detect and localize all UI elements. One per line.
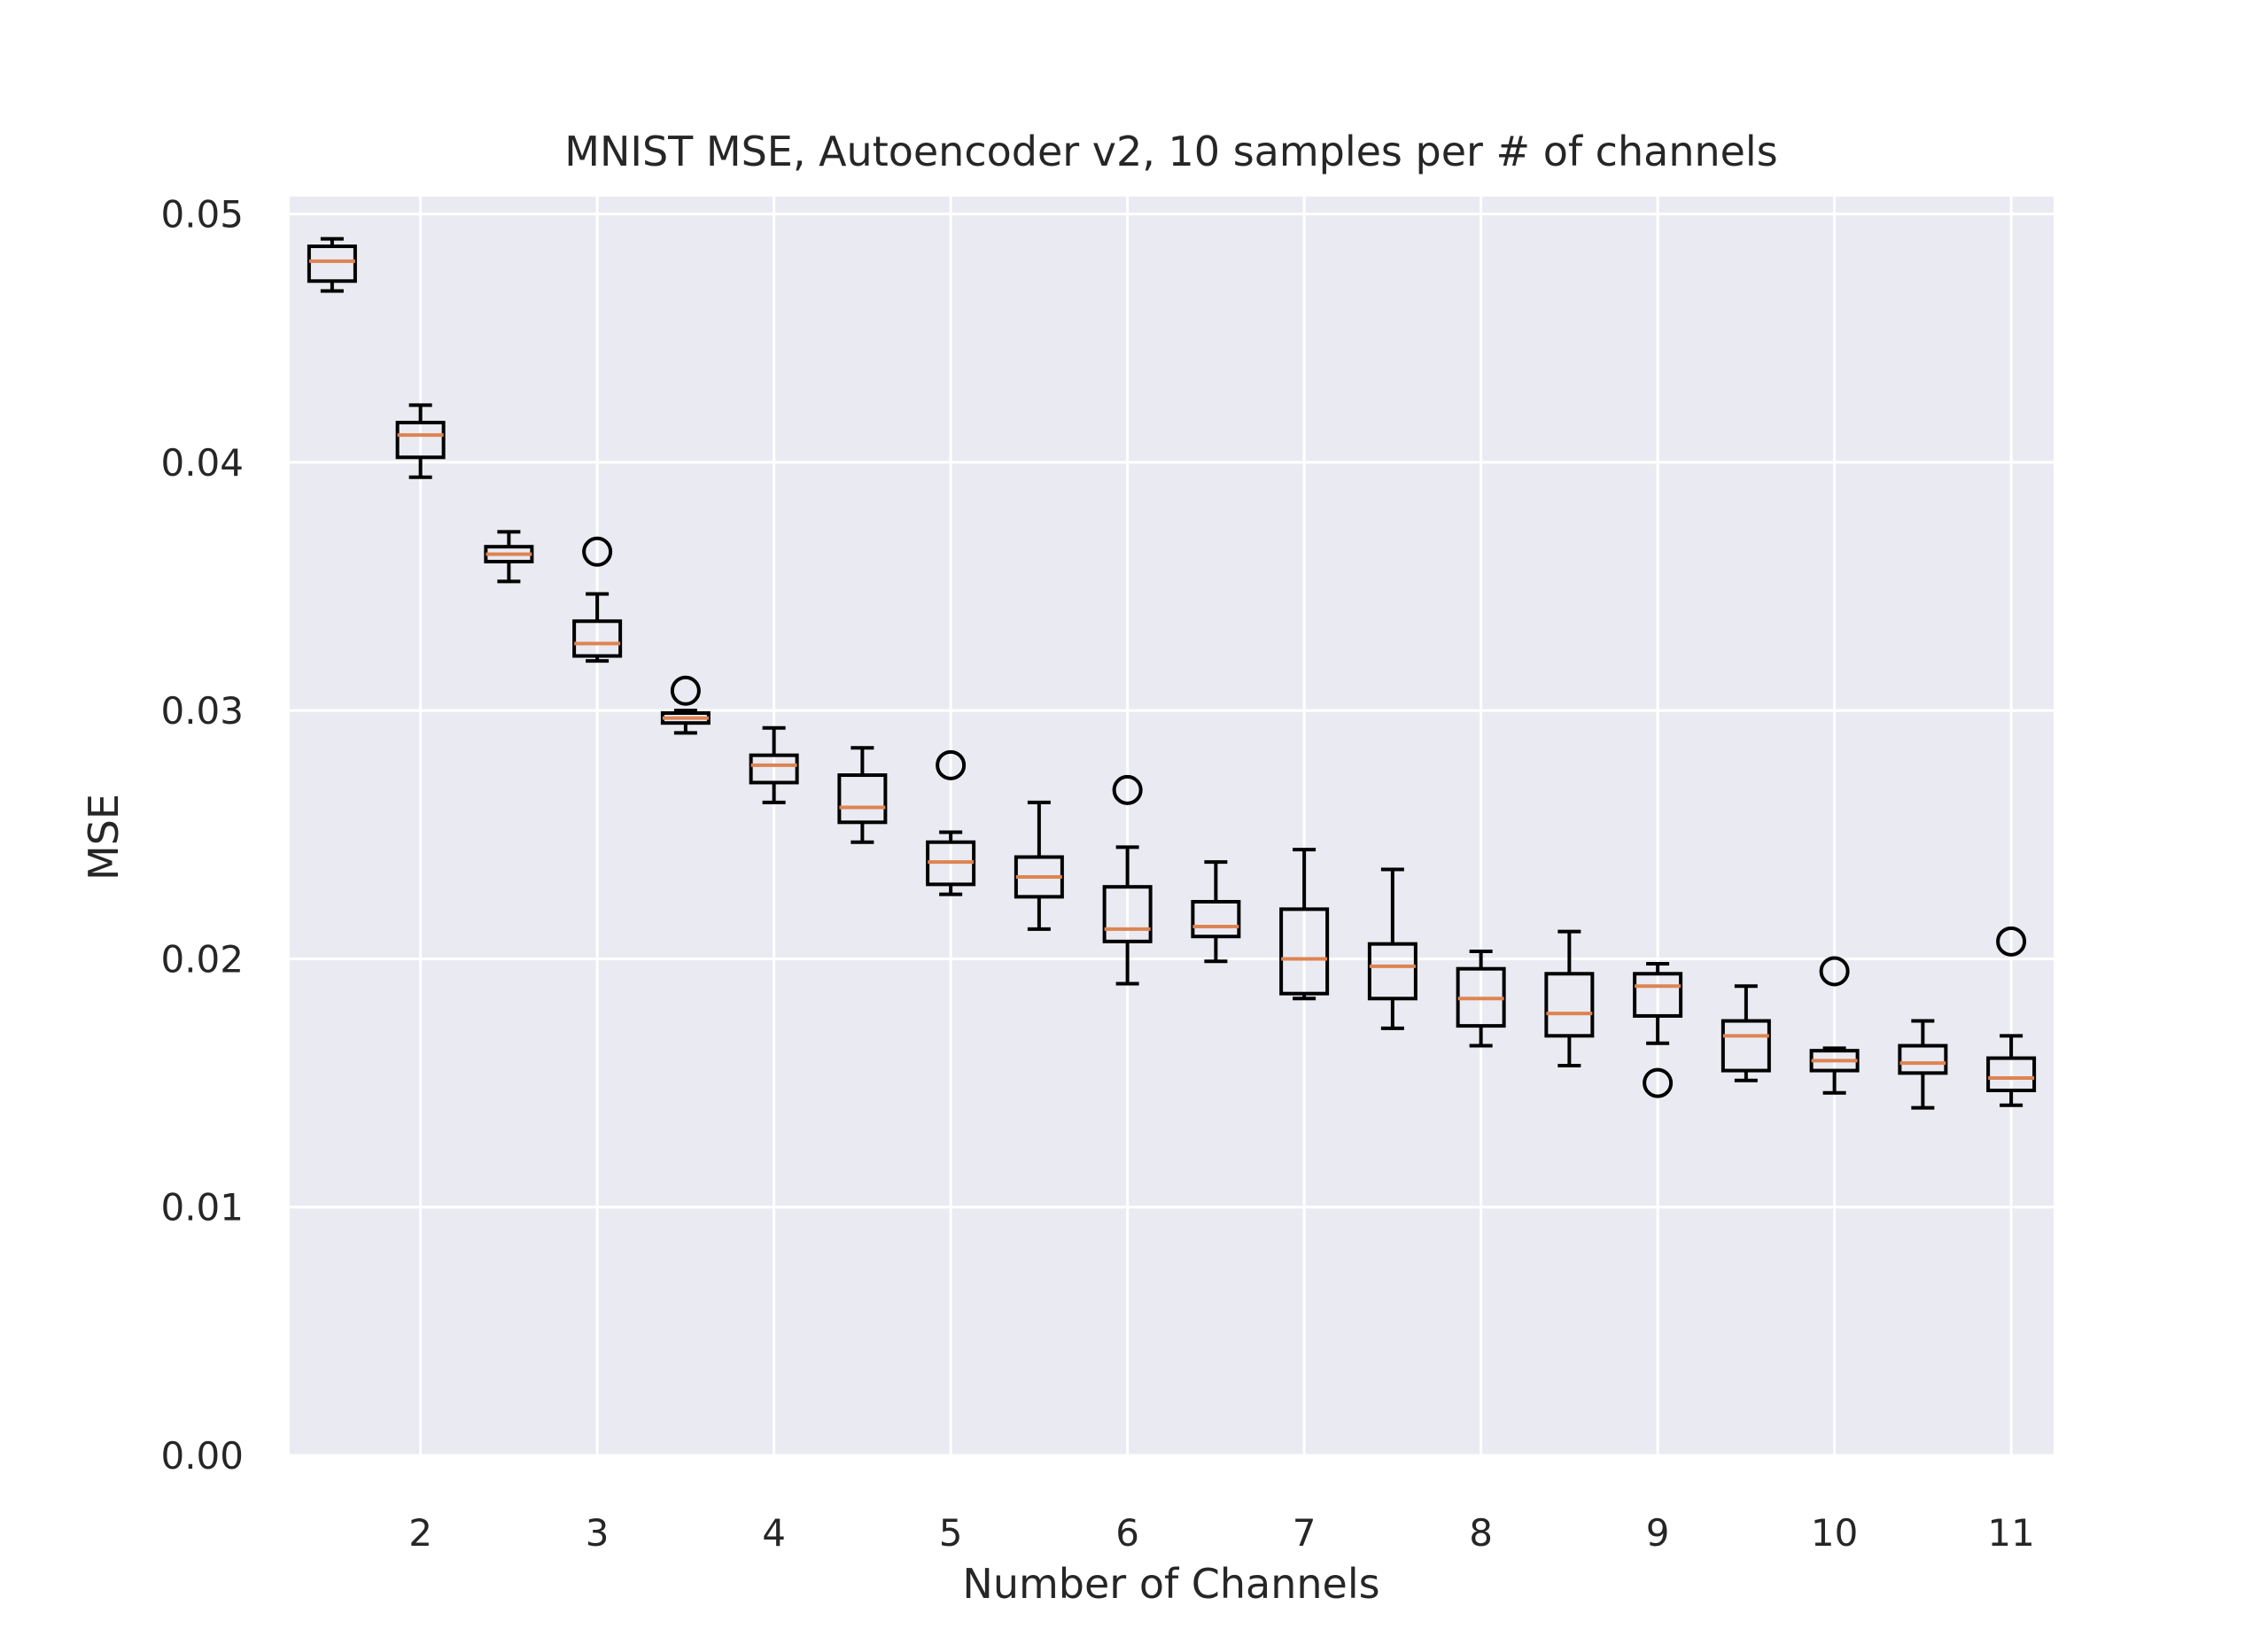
x-tick-label: 10	[1811, 1511, 1858, 1555]
box-group	[484, 530, 534, 584]
box-group	[1986, 926, 2037, 1107]
box	[1279, 907, 1330, 996]
grid	[290, 197, 2054, 1457]
box-group	[1367, 867, 1418, 1030]
x-tick-label: 4	[762, 1511, 786, 1555]
y-tick-label: 0.03	[160, 689, 244, 733]
box-group	[1720, 984, 1771, 1082]
y-tick-label: 0.02	[160, 937, 244, 981]
box-group	[1898, 1019, 1948, 1110]
box-group	[1279, 848, 1330, 1001]
box-group	[926, 749, 976, 896]
box	[1544, 972, 1595, 1038]
y-tick-label: 0.04	[160, 441, 244, 485]
box-group	[1633, 962, 1683, 1098]
box-group	[307, 237, 357, 293]
box-group	[1014, 800, 1064, 931]
box-group	[1456, 950, 1506, 1048]
box-group	[749, 725, 799, 804]
x-tick-label: 6	[1115, 1511, 1139, 1555]
box	[1986, 1056, 2037, 1092]
y-tick-label: 0.00	[160, 1434, 244, 1478]
box	[1191, 899, 1241, 939]
box	[1367, 942, 1418, 1001]
y-tick-label: 0.05	[160, 193, 244, 237]
box-group	[1191, 860, 1241, 964]
box	[395, 421, 446, 460]
box	[1720, 1019, 1771, 1073]
outlier-point	[1996, 926, 2027, 957]
box-group	[660, 675, 711, 735]
x-tick-label: 3	[586, 1511, 610, 1555]
box-group	[1809, 956, 1860, 1095]
box-group	[837, 746, 888, 844]
y-axis-label: MSE	[80, 794, 128, 880]
box-group	[572, 536, 623, 663]
box	[572, 619, 623, 658]
outlier-point	[670, 675, 701, 706]
box-group	[1544, 929, 1595, 1067]
x-tick-label: 9	[1646, 1511, 1670, 1555]
box	[1633, 972, 1683, 1018]
box-group	[1102, 774, 1153, 986]
x-tick-label: 7	[1293, 1511, 1317, 1555]
x-tick-label: 11	[1987, 1511, 2034, 1555]
outlier-point	[936, 749, 967, 780]
outlier-point	[1643, 1067, 1674, 1098]
box	[837, 773, 888, 825]
box-group	[395, 403, 446, 479]
x-tick-label: 5	[939, 1511, 963, 1555]
y-tick-label: 0.01	[160, 1186, 244, 1230]
box	[1102, 885, 1153, 943]
outlier-point	[582, 536, 613, 567]
outlier-point	[1819, 956, 1850, 987]
box	[749, 753, 799, 785]
x-tick-label: 2	[408, 1511, 432, 1555]
box	[307, 244, 357, 283]
box	[1898, 1043, 1948, 1075]
plot-background	[290, 197, 2054, 1455]
chart-title: MNIST MSE, Autoencoder v2, 10 samples pe…	[564, 128, 1777, 175]
ticks: 2 3 4 5 6 7 8 9 10 11 0.00 0.01 0.02 0.03 0.04 0.05	[160, 193, 2034, 1555]
box-series	[307, 237, 2037, 1110]
outlier-point	[1112, 774, 1143, 805]
x-tick-label: 8	[1469, 1511, 1493, 1555]
x-axis-label: Number of Channels	[962, 1560, 1379, 1608]
